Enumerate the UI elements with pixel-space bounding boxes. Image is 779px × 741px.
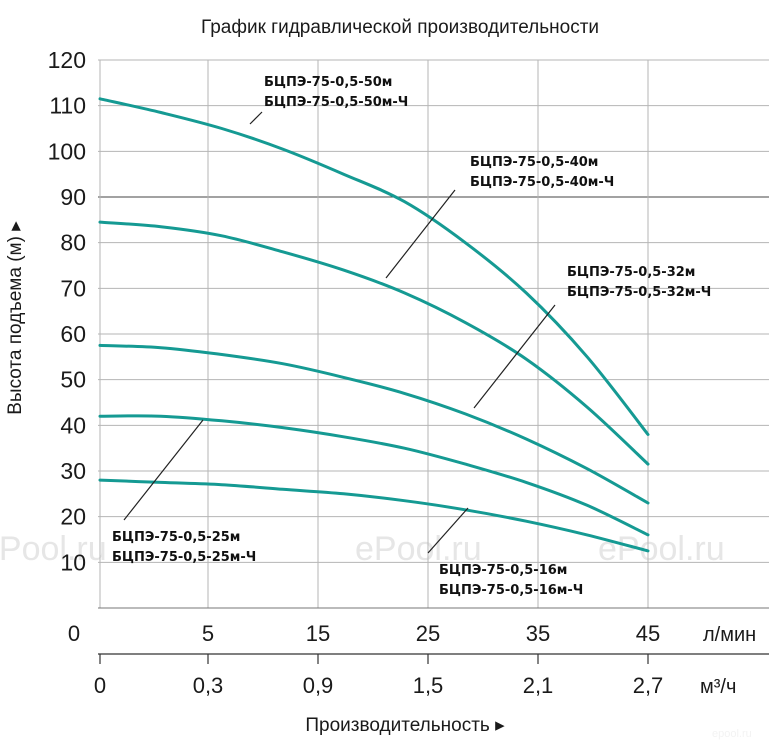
x-unit-m3h: м³/ч — [700, 676, 736, 698]
x-tick-label-m3h: 1,5 — [413, 673, 444, 698]
x-tick-label-m3h: 2,1 — [523, 673, 554, 698]
x-tick-label-lpm: 15 — [306, 621, 330, 646]
leader-line-3 — [473, 304, 556, 409]
y-axis-label: Высота подъема (м) ▸ — [5, 221, 26, 415]
y-tick-label: 110 — [49, 93, 86, 119]
y-tick-label: 90 — [60, 184, 86, 210]
x-tick-label-m3h: 0 — [94, 673, 106, 698]
series-labels: БЦПЭ-75-0,5-50м БЦПЭ-75-0,5-50м-Ч БЦПЭ-75-… — [112, 75, 711, 598]
x-unit-lpm: л/мин — [703, 624, 756, 646]
curves — [98, 97, 650, 553]
x-axes: 0 5 15 25 35 45 л/мин 0 0,3 0,9 1,5 2,1 2,7 м³/ч — [68, 621, 769, 698]
y-tick-label: 20 — [60, 504, 86, 530]
series-curve-2 — [98, 220, 650, 466]
y-tick-labels: 10 20 30 40 50 60 70 80 90 100 110 120 — [48, 47, 86, 575]
y-tick-label: 100 — [48, 138, 86, 164]
y-tick-label: 10 — [60, 549, 86, 575]
x-tick-label-lpm: 45 — [636, 621, 660, 646]
y-tick-label: 30 — [60, 458, 86, 484]
y-tick-label: 40 — [60, 412, 86, 438]
series-label-5-line-1: БЦПЭ-75-0,5-16м — [439, 563, 567, 578]
y-tick-label: 60 — [60, 321, 86, 347]
series-label-4-line-1: БЦПЭ-75-0,5-25м — [112, 530, 240, 545]
x-tick-label-lpm: 25 — [416, 621, 440, 646]
y-tick-label: 70 — [60, 275, 86, 301]
series-curve-4 — [98, 414, 650, 537]
series-label-3-line-2: БЦПЭ-75-0,5-32м-Ч — [567, 285, 711, 300]
leader-line-2 — [385, 189, 456, 279]
series-label-2-line-1: БЦПЭ-75-0,5-40м — [470, 155, 598, 170]
series-label-5-line-2: БЦПЭ-75-0,5-16м-Ч — [439, 583, 583, 598]
watermarks: ePool.ru ePool.ru ePool.ru epool.ru — [0, 530, 752, 740]
series-label-2-line-2: БЦПЭ-75-0,5-40м-Ч — [470, 175, 614, 190]
x-tick-label-m3h: 2,7 — [633, 673, 664, 698]
x-tick-label-m3h: 0,9 — [303, 673, 334, 698]
watermark: ePool.ru — [598, 530, 725, 568]
x-tick-label-lpm: 5 — [202, 621, 214, 646]
x-tick-label-m3h: 0,3 — [193, 673, 224, 698]
series-label-1-line-1: БЦПЭ-75-0,5-50м — [264, 75, 392, 90]
y-tick-label: 120 — [48, 47, 86, 73]
x-tick-label-lpm: 0 — [68, 621, 80, 646]
leader-line-4 — [123, 419, 204, 521]
series-curve-3 — [98, 343, 650, 505]
series-label-1-line-2: БЦПЭ-75-0,5-50м-Ч — [264, 95, 408, 110]
x-axis-label: Производительность ▸ — [305, 715, 505, 736]
leader-lines — [123, 111, 556, 554]
series-curve-5 — [98, 478, 650, 553]
leader-line-1 — [249, 111, 263, 125]
series-label-4-line-2: БЦПЭ-75-0,5-25м-Ч — [112, 550, 256, 565]
series-label-3-line-1: БЦПЭ-75-0,5-32м — [567, 265, 695, 280]
series-curve-1 — [98, 97, 650, 436]
x-tick-label-lpm: 35 — [526, 621, 550, 646]
watermark: ePool.ru — [0, 530, 107, 568]
y-tick-label: 50 — [60, 367, 86, 393]
leader-line-5 — [427, 507, 469, 554]
chart-title: График гидравлической производительности — [201, 17, 599, 38]
grid — [98, 59, 769, 609]
watermark: ePool.ru — [355, 530, 482, 568]
watermark: epool.ru — [712, 728, 752, 740]
y-tick-label: 80 — [60, 230, 86, 256]
